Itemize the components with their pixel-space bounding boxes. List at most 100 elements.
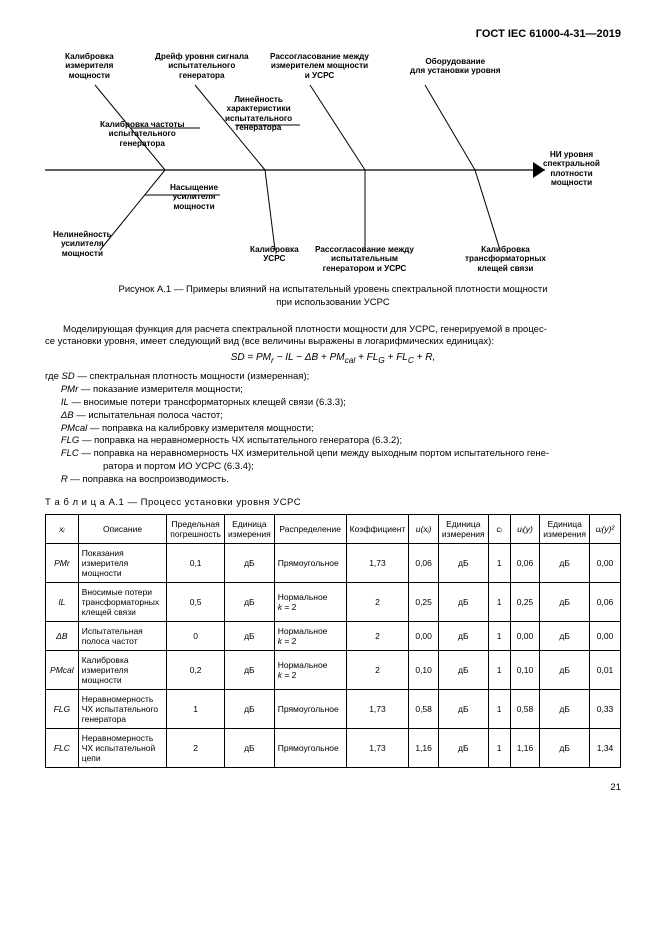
diagram-label: Рассогласование междуизмерителем мощност… [270, 52, 369, 80]
fishbone-diagram: Калибровкаизмерителямощности Дрейф уровн… [45, 50, 621, 280]
cell-sym: FLG [46, 689, 79, 728]
col-ux: u(xᵢ) [409, 514, 439, 543]
cell-unit: дБ [438, 582, 488, 621]
where-list: где SD — спектральная плотность мощности… [45, 371, 621, 486]
cell-lim: 0,2 [167, 650, 225, 689]
cell-unit: дБ [540, 621, 590, 650]
col-coef: Коэффициент [346, 514, 409, 543]
col-lim: Предельная погрешность [167, 514, 225, 543]
table-row: PMcalКалибровка измерителя мощности0,2 дБ… [46, 650, 621, 689]
table-row: ΔBИспытательная полоса частот0дБНормальн… [46, 621, 621, 650]
paragraph-intro: Моделирующая функция для расчета спектра… [45, 324, 621, 349]
diagram-label: Линейностьхарактеристикииспытательногоге… [225, 95, 292, 133]
cell-unit: дБ [224, 543, 274, 582]
cell-sym: FLC [46, 728, 79, 767]
cell-lim: 0 [167, 621, 225, 650]
cell-lim: 0,5 [167, 582, 225, 621]
table-row: FLGНеравномерность ЧХ испытательного ген… [46, 689, 621, 728]
cell-unit: дБ [540, 650, 590, 689]
where-row: ΔB — испытательная полоса частот; [45, 410, 621, 423]
cell-uy2: 0,33 [590, 689, 621, 728]
col-xi: xᵢ [46, 514, 79, 543]
where-row: ратора и портом ИО УСРС (6.3.4); [45, 461, 621, 474]
cell-sym: ΔB [46, 621, 79, 650]
cell-uy: 0,25 [510, 582, 540, 621]
page-number: 21 [45, 768, 621, 801]
diagram-label: Дрейф уровня сигналаиспытательногогенера… [155, 52, 249, 80]
cell-dist: Нормальное k = 2 [274, 650, 346, 689]
cell-unit: дБ [438, 650, 488, 689]
cell-unit: дБ [438, 543, 488, 582]
diagram-label: Калибровка частотыиспытательногогенерато… [100, 120, 184, 148]
cell-ux: 0,58 [409, 689, 439, 728]
cell-unit: дБ [438, 621, 488, 650]
diagram-label: КалибровкаУСРС [250, 245, 299, 264]
cell-coef: 2 [346, 621, 409, 650]
where-row: IL — вносимые потери трансформаторных кл… [45, 397, 621, 410]
diagram-label: Калибровкаизмерителямощности [65, 52, 114, 80]
cell-uy2: 0,01 [590, 650, 621, 689]
cell-dist: Прямоугольное [274, 728, 346, 767]
cell-ci: 1 [488, 621, 510, 650]
col-desc: Описание [78, 514, 167, 543]
cell-uy2: 0,00 [590, 621, 621, 650]
table-body: PMrПоказания измерителя мощности0,1дБПря… [46, 543, 621, 767]
where-row: R — поправка на воспроизводимость. [45, 474, 621, 487]
cell-ci: 1 [488, 689, 510, 728]
cell-sym: IL [46, 582, 79, 621]
col-uy: uᵢ(y) [510, 514, 540, 543]
cell-ci: 1 [488, 728, 510, 767]
cell-desc: Вносимые потери трансформаторных клещей … [78, 582, 167, 621]
col-uy2: uᵢ(y)² [590, 514, 621, 543]
diagram-label: Рассогласование междуиспытательнымгенера… [315, 245, 414, 273]
cell-dist: Нормальное k = 2 [274, 582, 346, 621]
formula: SD = PMr − IL − ΔB + PMcal + FLG + FLC +… [45, 352, 621, 365]
cell-dist: Прямоугольное [274, 543, 346, 582]
cell-desc: Показания измерителя мощности [78, 543, 167, 582]
cell-ux: 0,06 [409, 543, 439, 582]
cell-dist: Прямоугольное [274, 689, 346, 728]
uncertainty-table: xᵢ Описание Предельная погрешность Едини… [45, 514, 621, 768]
cell-ci: 1 [488, 650, 510, 689]
where-row: где SD — спектральная плотность мощности… [45, 371, 621, 384]
cell-uy: 0,58 [510, 689, 540, 728]
col-unit2: Единица измерения [438, 514, 488, 543]
cell-uy: 0,06 [510, 543, 540, 582]
cell-sym: PMr [46, 543, 79, 582]
figure-caption: Рисунок А.1 — Примеры влияний на испытат… [45, 284, 621, 310]
cell-unit: дБ [224, 621, 274, 650]
table-row: ILВносимые потери трансформаторных клеще… [46, 582, 621, 621]
table-header-row: xᵢ Описание Предельная погрешность Едини… [46, 514, 621, 543]
cell-dist: Нормальное k = 2 [274, 621, 346, 650]
cell-unit: дБ [438, 728, 488, 767]
cell-unit: дБ [540, 689, 590, 728]
cell-desc: Неравномерность ЧХ испытательной цепи [78, 728, 167, 767]
cell-desc: Калибровка измерителя мощности [78, 650, 167, 689]
cell-lim: 0,1 [167, 543, 225, 582]
cell-coef: 1,73 [346, 728, 409, 767]
cell-desc: Испытательная полоса частот [78, 621, 167, 650]
where-row: FLC — поправка на неравномерность ЧХ изм… [45, 448, 621, 461]
cell-unit: дБ [540, 728, 590, 767]
cell-uy: 1,16 [510, 728, 540, 767]
cell-ci: 1 [488, 543, 510, 582]
document-header: ГОСТ IEC 61000-4-31—2019 [45, 28, 621, 40]
diagram-label: Калибровкатрансформаторныхклещей связи [465, 245, 546, 273]
table-row: FLCНеравномерность ЧХ испытательной цепи… [46, 728, 621, 767]
cell-ci: 1 [488, 582, 510, 621]
cell-uy: 0,10 [510, 650, 540, 689]
diagram-label: Оборудованиедля установки уровня [410, 57, 501, 76]
cell-coef: 2 [346, 650, 409, 689]
cell-coef: 1,73 [346, 689, 409, 728]
cell-unit: дБ [224, 728, 274, 767]
where-row: PMcal — поправка на калибровку измерител… [45, 423, 621, 436]
cell-lim: 1 [167, 689, 225, 728]
col-unit1: Единица измерения [224, 514, 274, 543]
cell-ux: 1,16 [409, 728, 439, 767]
cell-ux: 0,10 [409, 650, 439, 689]
cell-lim: 2 [167, 728, 225, 767]
col-dist: Распределение [274, 514, 346, 543]
cell-sym: PMcal [46, 650, 79, 689]
diagram-result: НИ уровняспектральнойплотностимощности [543, 150, 600, 188]
cell-unit: дБ [540, 543, 590, 582]
